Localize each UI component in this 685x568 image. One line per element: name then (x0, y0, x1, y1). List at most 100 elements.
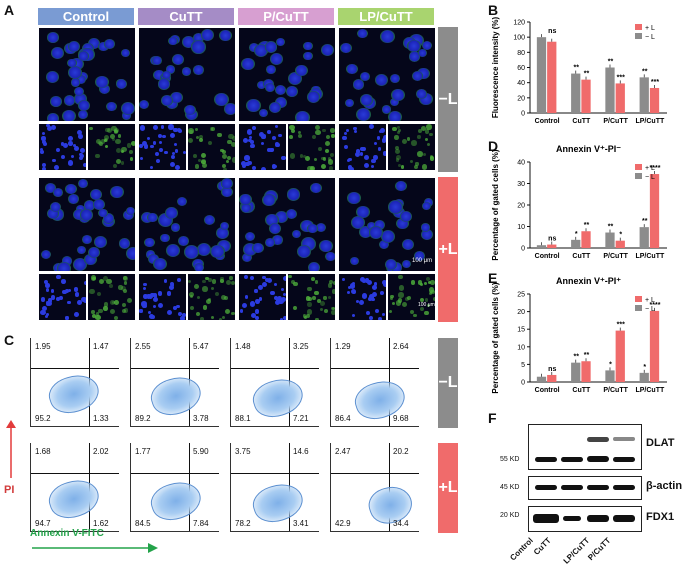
cell-dot (232, 157, 235, 163)
cell-nucleus (221, 178, 234, 189)
cell-dot (328, 280, 333, 285)
cell-dot (297, 130, 302, 134)
cell-nucleus (73, 209, 86, 220)
cell-nucleus (75, 75, 87, 85)
bar-minus-l (639, 77, 649, 113)
cell-nucleus (385, 259, 398, 271)
cell-nucleus (167, 36, 178, 46)
cell-nucleus (373, 220, 385, 230)
cell-nucleus (213, 92, 229, 107)
cell-dot (250, 140, 254, 144)
cell-dot (391, 126, 397, 132)
cell-dot (232, 135, 235, 142)
cell-nucleus (170, 91, 184, 104)
cell-dot (43, 279, 49, 285)
legend-label: + L (645, 25, 655, 32)
cell-dot (276, 295, 282, 301)
cell-dot (381, 312, 386, 317)
cell-dot (153, 125, 159, 131)
cell-dot (60, 142, 64, 146)
cell-dot (331, 309, 335, 315)
cell-nucleus (120, 48, 130, 58)
cell-nucleus (171, 223, 181, 232)
cell-nucleus (181, 67, 191, 76)
cell-dot (109, 284, 113, 288)
blot-marker-45kd: 45 KD (500, 484, 520, 491)
cell-dot (83, 280, 86, 285)
cell-nucleus (253, 44, 269, 58)
cell-dot (361, 146, 367, 152)
cell-nucleus (45, 70, 59, 83)
cell-nucleus (420, 223, 431, 232)
cell-dot (130, 140, 135, 147)
chart-title: Annexin V⁺-PI⁻ (556, 144, 621, 154)
cell-nucleus (295, 111, 310, 121)
cell-nucleus (241, 253, 252, 263)
cell-dot (249, 301, 255, 307)
cell-dot (413, 164, 419, 170)
cell-nucleus (67, 65, 83, 79)
cell-dot (419, 283, 423, 287)
cell-dot (383, 281, 386, 287)
cell-dot (310, 167, 315, 170)
cell-dot (355, 299, 359, 303)
cell-dot (195, 128, 199, 132)
cell-dot (231, 280, 235, 285)
cell-dot (366, 279, 372, 285)
cell-dot (331, 306, 335, 310)
y-tick-label: 60 (517, 65, 525, 72)
cell-nucleus (266, 64, 277, 74)
cell-dot (244, 295, 248, 299)
cell-dot (192, 154, 197, 159)
cell-nucleus (368, 226, 383, 239)
cell-dot (199, 134, 204, 139)
cell-dot (249, 276, 255, 281)
cell-dot (298, 133, 303, 139)
cell-dot (271, 136, 276, 141)
cell-dot (323, 309, 328, 314)
cell-dot (189, 291, 195, 297)
cell-nucleus (219, 29, 232, 41)
cell-dot (46, 125, 52, 131)
cell-nucleus (161, 70, 171, 80)
cell-nucleus (160, 234, 170, 243)
panel-letter-f: F (488, 410, 497, 426)
cell-dot (111, 125, 117, 131)
cell-nucleus (264, 41, 278, 53)
cell-dot (368, 124, 375, 130)
cell-dot (278, 298, 284, 304)
condition-label-plus-l: +L (438, 240, 458, 258)
cell-nucleus (380, 229, 395, 243)
cell-dot (171, 151, 176, 156)
cell-dot (271, 164, 277, 169)
cell-nucleus (275, 211, 289, 224)
micrograph-hoechst (138, 123, 187, 171)
micrograph-hoechst (238, 123, 287, 171)
legend-swatch (635, 173, 642, 179)
cell-nucleus (76, 245, 87, 255)
cell-nucleus (320, 43, 334, 56)
cell-nucleus (80, 209, 94, 221)
cell-nucleus (184, 104, 197, 116)
significance-label: **** (650, 165, 661, 172)
cell-nucleus (46, 32, 59, 43)
cell-dot (417, 280, 423, 286)
cell-dot (221, 163, 227, 169)
cell-dot (189, 305, 195, 311)
cell-dot (41, 136, 46, 141)
significance-label: * (609, 361, 612, 368)
cell-dot (202, 305, 208, 310)
pi-label: PI (4, 484, 15, 496)
cell-dot (399, 285, 405, 291)
cell-dot (425, 276, 431, 281)
cell-nucleus (388, 110, 403, 121)
micrograph-fitc (287, 273, 336, 321)
cell-dot (417, 151, 423, 157)
cell-nucleus (390, 74, 401, 84)
cell-nucleus (359, 94, 373, 106)
cell-dot (127, 298, 133, 304)
cell-dot (363, 163, 369, 169)
cell-dot (68, 289, 72, 293)
lane-p-cutt: P/CuTT (586, 536, 613, 563)
cell-dot (121, 147, 127, 153)
